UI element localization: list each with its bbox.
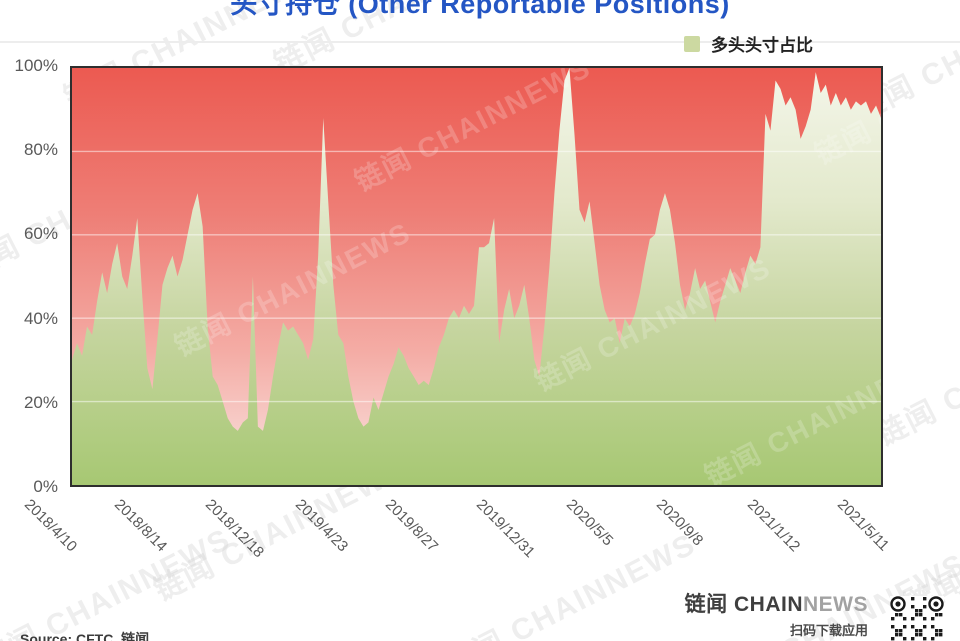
brand-logo: 链闻 CHAINNEWS [685, 593, 868, 617]
y-axis-tick-label: 20% [23, 392, 58, 412]
plot-area: 链闻 CHAINNEWS 链闻 CHAINNEWS 链闻 CHAINNEWS 链闻 C… [70, 66, 883, 487]
y-axis-tick-label: 80% [23, 140, 58, 160]
x-axis-tick-label: 2020/5/5 [562, 496, 617, 550]
x-axis-tick-label: 2018/4/10 [20, 496, 81, 556]
watermark-text: 链闻 CHAINNEWS [439, 527, 702, 641]
chart-title: 头寸持仓 (Other Reportable Positions) [230, 0, 730, 19]
x-axis-tick-label: 2021/5/11 [833, 496, 893, 555]
app-download-qr-code-icon [890, 596, 944, 641]
legend-label: 多头头寸占比 [711, 36, 813, 55]
y-axis-tick-label: 0% [33, 477, 58, 496]
x-axis-tick-label: 2019/12/31 [472, 496, 538, 562]
y-axis-tick-label: 100% [14, 56, 58, 75]
source-caption: Source: CFTC, 链闻 [20, 631, 150, 641]
x-axis-tick-label: 2021/1/12 [743, 496, 803, 556]
y-axis-tick-label: 40% [23, 308, 58, 328]
x-axis-tick-label: 2019/8/27 [382, 496, 442, 556]
brand-logo-primary: 链闻 CHAIN [684, 593, 803, 616]
legend-swatch [684, 35, 700, 52]
x-axis-tick-label: 2018/12/18 [201, 496, 267, 562]
y-axis-tick-label: 60% [23, 224, 58, 244]
legend-item-long-ratio[interactable]: 多头头寸占比 [684, 31, 813, 56]
header-divider [0, 41, 960, 43]
brand-logo-secondary: NEWS [803, 593, 868, 616]
x-axis-tick-label: 2018/8/14 [111, 496, 171, 556]
long-ratio-area-series [72, 68, 881, 485]
x-axis-tick-label: 2020/9/8 [653, 496, 707, 550]
x-axis-tick-label: 2019/4/23 [291, 496, 352, 556]
brand-tagline: 扫码下载应用 [789, 623, 868, 638]
watermark-text: 链闻 CHAINNEWS [0, 522, 237, 641]
brand-block: 链闻 CHAINNEWS 扫码下载应用 [685, 593, 868, 639]
area-chart [72, 68, 881, 485]
